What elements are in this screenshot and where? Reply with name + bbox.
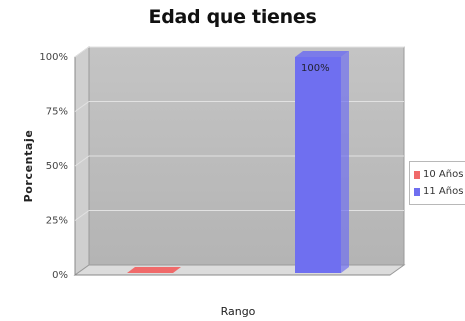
gridline-side [74, 155, 90, 167]
y-tick-label: 25% [46, 216, 68, 227]
legend-item: 10 Años [414, 166, 465, 183]
legend-swatch [414, 187, 420, 196]
legend-swatch [414, 170, 420, 179]
legend-item: 11 Años [414, 183, 465, 200]
bar-top [295, 51, 349, 57]
plot-floor [73, 264, 406, 276]
bar [127, 267, 181, 273]
bar-data-label: 100% [301, 63, 330, 74]
gridline-side [74, 46, 90, 58]
y-axis-title: Porcentaje [22, 130, 35, 203]
legend-label: 11 Años [423, 186, 464, 197]
y-tick-label: 50% [46, 161, 68, 172]
bar-side [341, 51, 349, 273]
legend-label: 10 Años [423, 169, 464, 180]
chart-title: Edad que tienes [148, 6, 317, 28]
y-tick-label: 75% [46, 107, 68, 118]
gridline-side [74, 101, 90, 112]
gridline-side [74, 210, 90, 221]
y-tick-label: 0% [52, 270, 68, 281]
x-axis-title: Rango [221, 305, 256, 318]
y-tick-label: 100% [39, 52, 68, 63]
bar [295, 57, 341, 273]
chart-legend: 10 Años 11 Años [409, 161, 465, 205]
